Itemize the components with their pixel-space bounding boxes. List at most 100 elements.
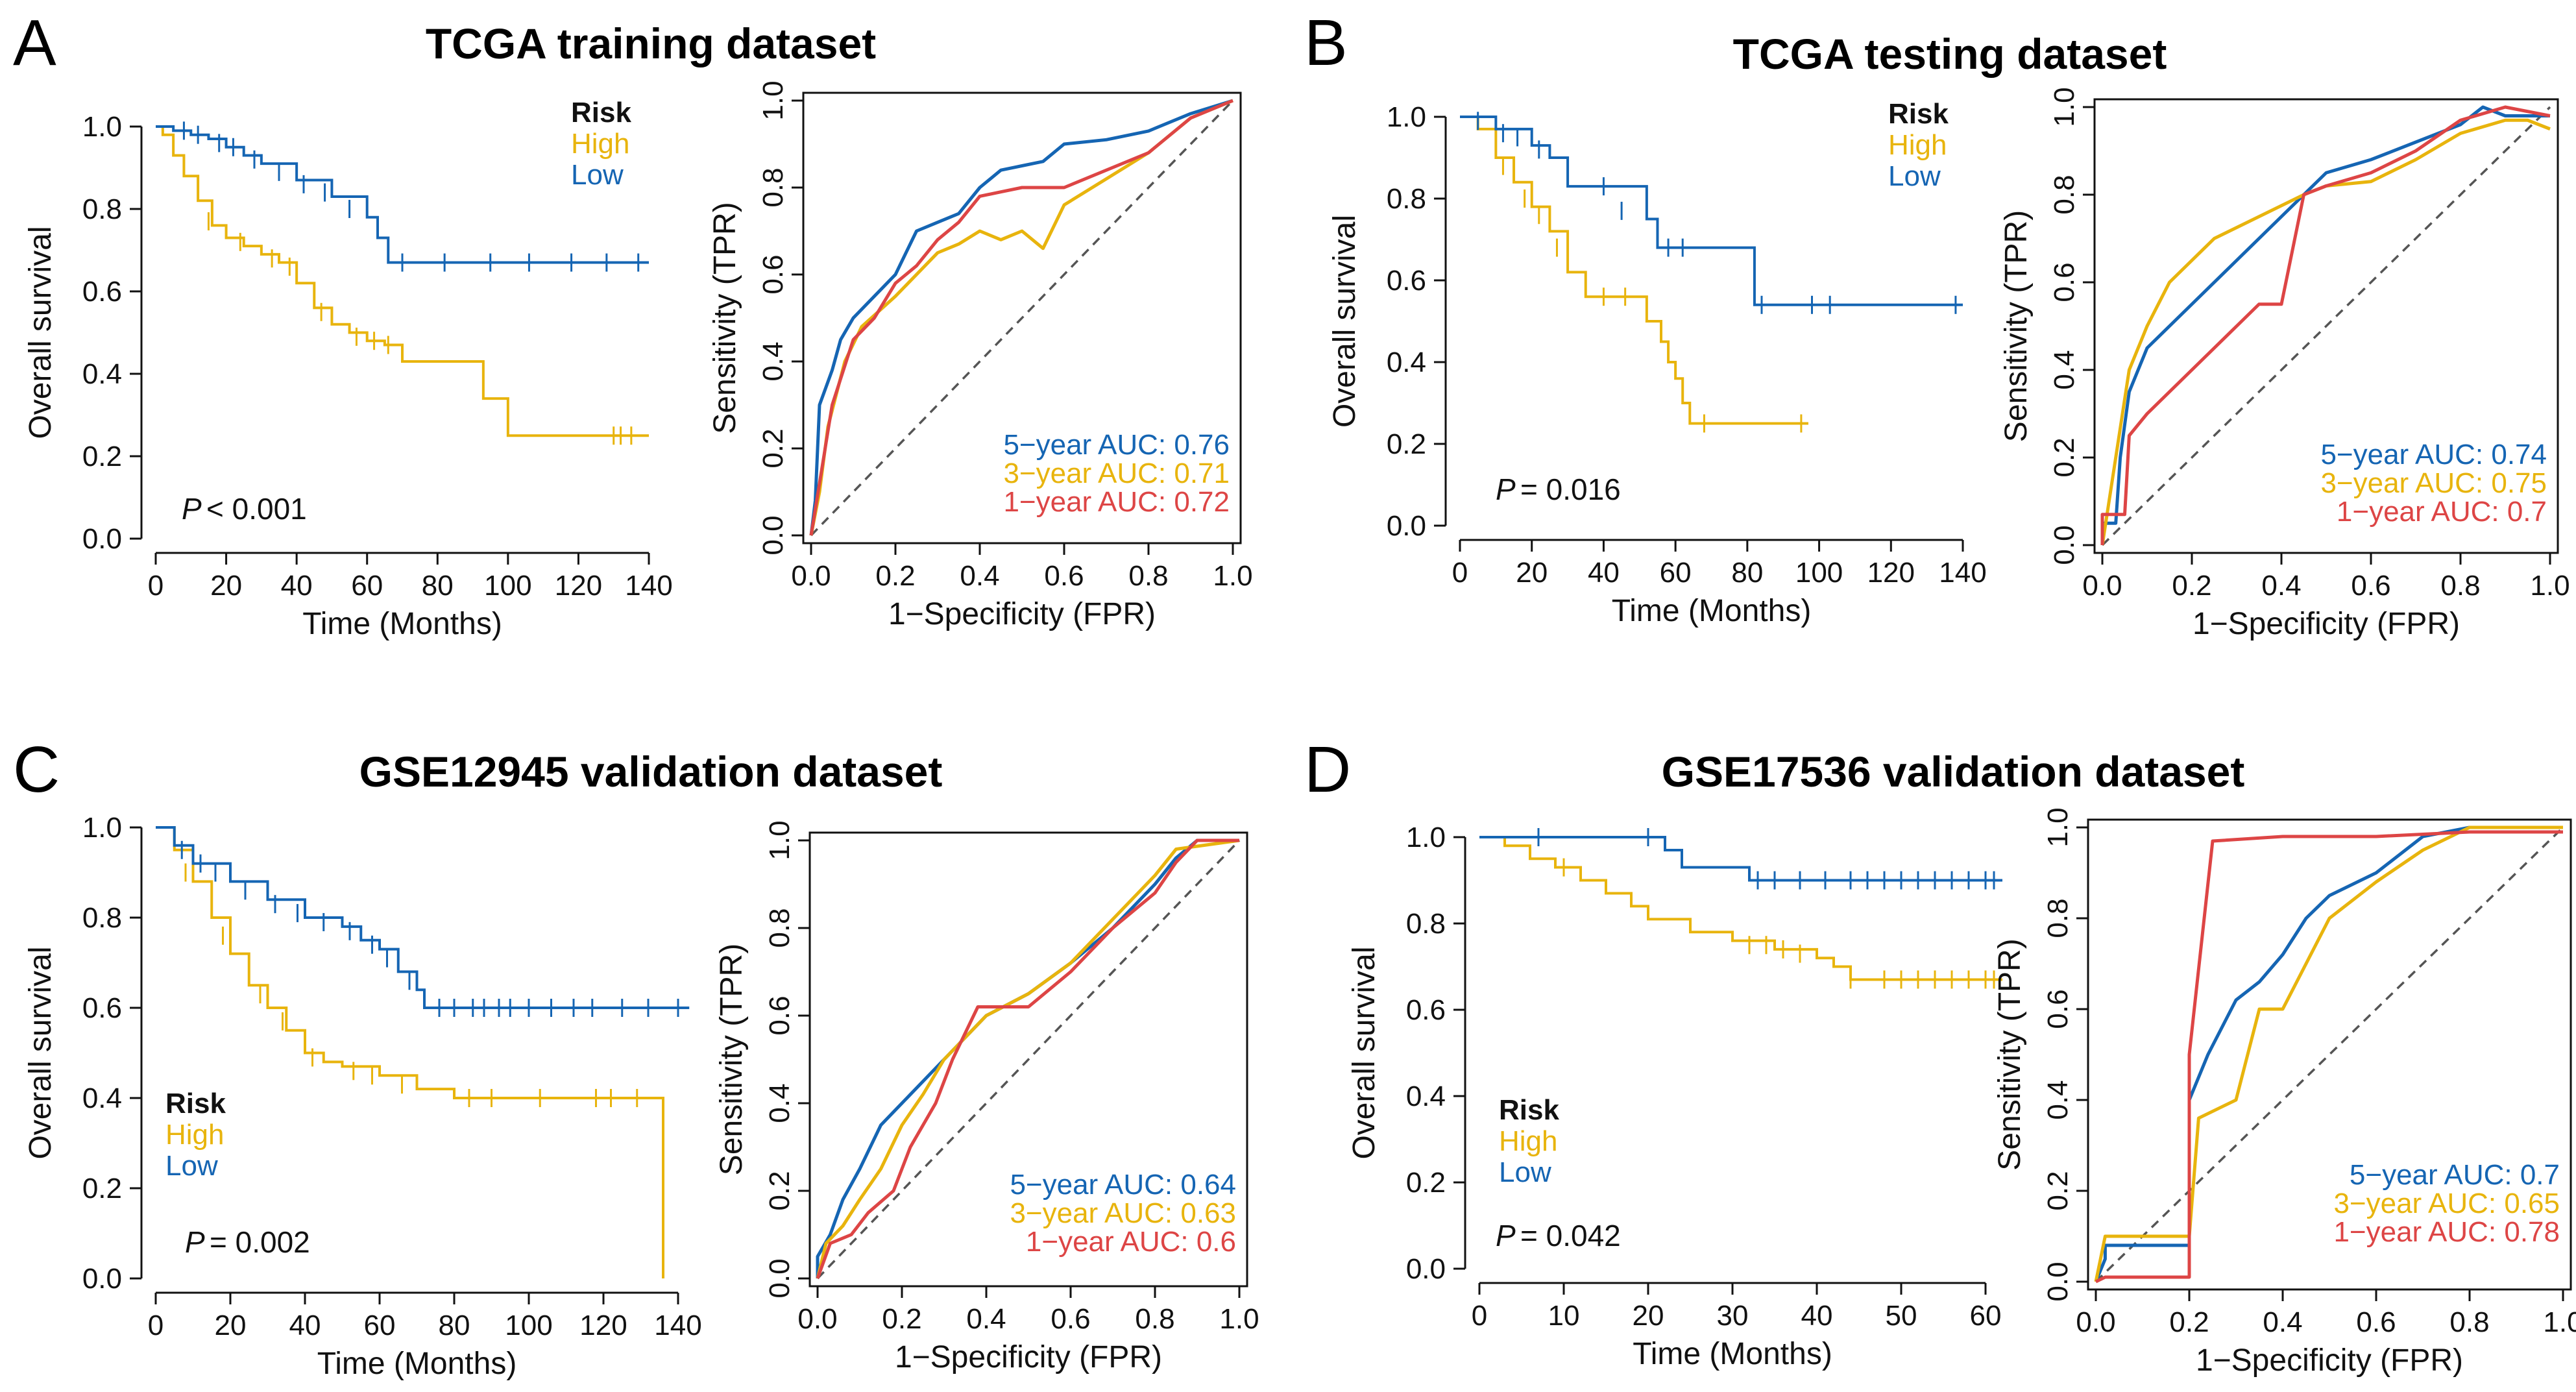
x-tick-label: 80 (422, 570, 454, 602)
y-tick-label: 0.2 (2048, 437, 2080, 477)
y-tick-label: 1.0 (1406, 822, 1446, 853)
x-tick-label: 20 (1516, 557, 1548, 589)
x-tick-label: 0.6 (2356, 1306, 2396, 1338)
roc-plot-d: 0.0 0.2 0.4 0.6 0.8 1.0 0.0 0.2 0.4 0.6 0.8 1.0 1−Sp… (1993, 807, 2576, 1378)
x-tick-label: 0.4 (966, 1303, 1006, 1335)
roc-plot-a: 0.0 0.2 0.4 0.6 0.8 1.0 0.0 0.2 0.4 0.6 0.8 1.0 1−Sp… (708, 80, 1253, 631)
legend-low: Low (1888, 160, 1941, 192)
y-tick-label: 0.0 (2048, 525, 2080, 565)
roc-plot-c: 0.0 0.2 0.4 0.6 0.8 1.0 0.0 0.2 0.4 0.6 0.8 1.0 1−Sp… (714, 820, 1259, 1374)
y-tick-label: 0.6 (757, 254, 789, 294)
x-tick-label: 120 (579, 1310, 627, 1341)
x-tick-label: 0.0 (791, 560, 831, 592)
y-tick-label: 0.4 (2042, 1080, 2074, 1119)
p-value-label: P (1496, 472, 1516, 506)
y-tick-label: 0.8 (2042, 898, 2074, 938)
auc-label: 1−year AUC: 0.7 (2337, 496, 2547, 528)
x-tick-label: 0.8 (1135, 1303, 1174, 1335)
x-tick-label: 0.4 (2261, 570, 2301, 602)
x-tick-label: 0.6 (2351, 570, 2390, 602)
x-tick-label: 0.2 (2169, 1306, 2209, 1338)
y-tick-label: 0.8 (1406, 908, 1446, 940)
y-tick-label: 0.2 (764, 1171, 796, 1210)
auc-label: 3−year AUC: 0.71 (1003, 458, 1230, 489)
diagonal-reference (2101, 106, 2551, 546)
x-tick-label: 60 (351, 570, 383, 602)
x-tick-label: 30 (1717, 1300, 1749, 1332)
p-value-label: P (185, 1225, 205, 1259)
plot-frame (2093, 98, 2559, 554)
x-axis-title: 1−Specificity (FPR) (895, 1340, 1162, 1374)
y-tick-label: 0.0 (1387, 510, 1426, 542)
y-axis-title: Sensitivity (TPR) (1999, 210, 2034, 442)
diagonal-reference (810, 99, 1234, 537)
x-tick-label: 20 (215, 1310, 247, 1341)
x-tick-label: 0.4 (960, 560, 999, 592)
y-tick-label: 0.8 (1387, 183, 1426, 215)
p-value: = 0.042 (1520, 1219, 1621, 1252)
y-tick-label: 0.6 (1406, 994, 1446, 1026)
legend-low: Low (1499, 1156, 1551, 1188)
y-tick-label: 0.4 (1387, 347, 1426, 378)
roc-curve-high (816, 838, 1240, 1279)
x-tick-label: 10 (1548, 1300, 1580, 1332)
x-tick-label: 120 (555, 570, 602, 602)
km-curve-high (156, 826, 664, 1278)
x-tick-label: 0 (148, 570, 164, 602)
y-tick-label: 0.6 (764, 995, 796, 1035)
roc-curve-one_year (816, 838, 1239, 1279)
x-axis-title: Time (Months) (1633, 1337, 1832, 1371)
y-tick-label: 0.0 (757, 515, 789, 555)
km-curve-low (1460, 116, 1963, 306)
x-tick-label: 80 (1731, 557, 1763, 589)
legend-title: Risk (165, 1088, 226, 1119)
y-axis-title: Overall survival (1328, 215, 1362, 428)
panel-letter-c: C (13, 733, 60, 806)
legend-high: High (1499, 1125, 1558, 1157)
x-tick-label: 60 (364, 1310, 396, 1341)
x-tick-label: 0.8 (1128, 560, 1168, 592)
x-tick-label: 80 (439, 1310, 470, 1341)
y-tick-label: 1.0 (764, 820, 796, 860)
km-plot-b: 0 20 40 60 80 100 120 140 0.0 0.2 0.4 0.6 0.8 1.0 Time… (1328, 98, 1987, 628)
roc-curve-low (2100, 105, 2550, 545)
x-tick-label: 50 (1886, 1300, 1917, 1332)
y-tick-label: 0.0 (82, 1263, 122, 1295)
roc-curve-high (2100, 118, 2551, 546)
x-tick-label: 0.0 (2076, 1306, 2115, 1338)
x-tick-label: 20 (210, 570, 242, 602)
x-tick-label: 0.6 (1051, 1303, 1090, 1335)
y-axis-title: Overall survival (23, 946, 58, 1159)
panel-title-c: GSE12945 validation dataset (359, 748, 943, 796)
x-tick-label: 100 (484, 570, 531, 602)
panel-title-a: TCGA training dataset (426, 19, 876, 67)
plot-frame (808, 831, 1248, 1288)
legend-low: Low (571, 159, 624, 191)
x-tick-label: 40 (1801, 1300, 1833, 1332)
y-tick-label: 1.0 (82, 111, 122, 143)
x-tick-label: 0 (148, 1310, 164, 1341)
y-tick-label: 0.4 (82, 358, 122, 390)
y-tick-label: 0.4 (757, 341, 789, 381)
km-curve-high (1460, 116, 1808, 425)
roc-curve-low (809, 99, 1233, 536)
auc-label: 3−year AUC: 0.63 (1010, 1197, 1236, 1229)
y-tick-label: 1.0 (82, 812, 122, 844)
x-tick-label: 0.0 (2082, 570, 2122, 602)
y-tick-label: 0.6 (1387, 265, 1426, 297)
y-axis-title: Sensitivity (TPR) (714, 944, 749, 1175)
y-axis-title: Overall survival (1347, 946, 1381, 1159)
x-tick-label: 0.8 (2440, 570, 2480, 602)
panel-letter-d: D (1304, 733, 1351, 806)
diagonal-reference (816, 839, 1241, 1280)
roc-curve-low (2094, 825, 2563, 1282)
y-tick-label: 0.8 (757, 167, 789, 207)
auc-label: 1−year AUC: 0.6 (1026, 1226, 1236, 1258)
auc-label: 5−year AUC: 0.74 (2320, 439, 2547, 470)
y-tick-label: 0.0 (2042, 1262, 2074, 1301)
legend-high: High (1888, 129, 1947, 161)
auc-label: 5−year AUC: 0.64 (1010, 1169, 1236, 1201)
x-axis-title: 1−Specificity (FPR) (2196, 1343, 2463, 1378)
km-curve-low (156, 826, 690, 1009)
